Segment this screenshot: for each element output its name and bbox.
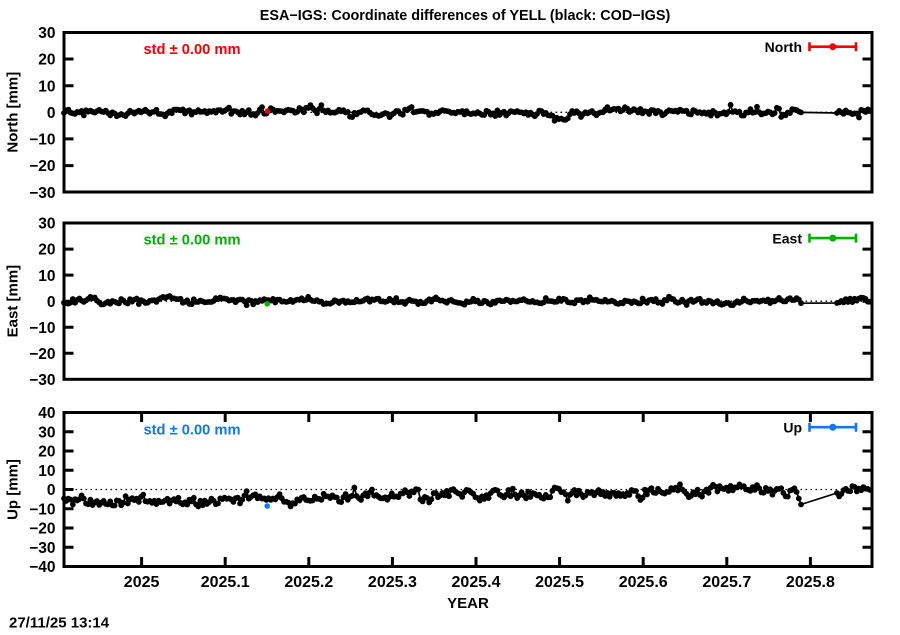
svg-text:2025.8: 2025.8 [786, 574, 835, 591]
svg-text:30: 30 [38, 25, 55, 42]
svg-text:20: 20 [38, 242, 55, 259]
svg-text:2025.1: 2025.1 [201, 574, 250, 591]
svg-text:Up [mm]: Up [mm] [5, 459, 22, 520]
svg-text:−20: −20 [29, 521, 55, 538]
svg-text:10: 10 [38, 78, 55, 95]
svg-text:0: 0 [47, 105, 56, 122]
svg-text:2025.7: 2025.7 [702, 574, 751, 591]
svg-text:2025: 2025 [124, 574, 160, 591]
svg-text:40: 40 [38, 405, 55, 422]
svg-text:0: 0 [47, 294, 56, 311]
svg-text:North: North [765, 39, 802, 55]
svg-text:10: 10 [38, 463, 55, 480]
svg-text:−20: −20 [29, 346, 55, 363]
svg-text:27/11/25 13:14: 27/11/25 13:14 [9, 615, 110, 631]
svg-text:20: 20 [38, 52, 55, 69]
svg-text:0: 0 [47, 482, 56, 499]
svg-text:East: East [772, 230, 802, 246]
svg-text:std ± 0.00 mm: std ± 0.00 mm [144, 233, 241, 249]
svg-text:20: 20 [38, 444, 55, 461]
svg-text:2025.4: 2025.4 [452, 574, 501, 591]
svg-text:2025.2: 2025.2 [284, 574, 333, 591]
svg-text:2025.3: 2025.3 [368, 574, 417, 591]
svg-text:30: 30 [38, 216, 55, 233]
svg-text:−10: −10 [29, 501, 55, 518]
svg-text:ESA−IGS: Coordinate difference: ESA−IGS: Coordinate differences of YELL … [260, 8, 671, 24]
svg-text:YEAR: YEAR [447, 595, 489, 612]
svg-text:−40: −40 [29, 559, 55, 576]
svg-text:2025.6: 2025.6 [619, 574, 668, 591]
svg-text:−10: −10 [29, 132, 55, 149]
svg-text:North [mm]: North [mm] [5, 72, 22, 153]
svg-text:std ± 0.00 mm: std ± 0.00 mm [144, 422, 241, 438]
svg-text:−20: −20 [29, 158, 55, 175]
svg-text:10: 10 [38, 268, 55, 285]
svg-text:Up: Up [783, 419, 802, 435]
svg-text:−30: −30 [29, 372, 55, 389]
svg-text:−30: −30 [29, 540, 55, 557]
svg-text:−30: −30 [29, 185, 55, 202]
svg-text:30: 30 [38, 424, 55, 441]
svg-text:East [mm]: East [mm] [5, 265, 22, 338]
svg-text:2025.5: 2025.5 [535, 574, 584, 591]
svg-text:−10: −10 [29, 320, 55, 337]
svg-text:std ± 0.00 mm: std ± 0.00 mm [144, 42, 241, 58]
